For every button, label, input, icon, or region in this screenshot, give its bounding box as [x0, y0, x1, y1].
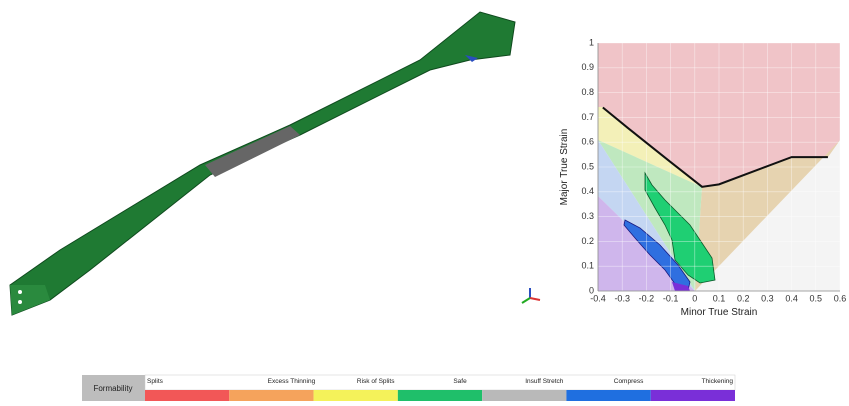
x-tick-label: 0.5: [810, 293, 823, 303]
x-tick-label: -0.2: [639, 293, 655, 303]
legend-swatch: [482, 390, 566, 401]
y-tick-label: 0.8: [581, 87, 594, 97]
x-tick-label: 0.4: [785, 293, 798, 303]
y-tick-label: 0.4: [581, 186, 594, 196]
page: {"fld": {"x_label": "Minor True Strain",…: [0, 0, 849, 401]
legend-label: Splits: [147, 378, 164, 385]
x-tick-label: 0.1: [713, 293, 726, 303]
legend-title: Formability: [93, 384, 132, 393]
y-tick-label: 0.7: [581, 112, 594, 122]
x-tick-label: -0.3: [614, 293, 630, 303]
y-tick-label: 0.3: [581, 211, 594, 221]
legend-label: Excess Thinning: [268, 378, 316, 385]
legend-label: Compress: [614, 378, 644, 385]
y-tick-label: 0: [589, 285, 594, 295]
axis-triad: [522, 288, 540, 303]
legend-label: Thickening: [702, 378, 734, 385]
y-tick-label: 0.5: [581, 161, 594, 171]
legend-swatch: [145, 390, 229, 401]
y-axis-label: Major True Strain: [559, 129, 570, 206]
x-axis-label: Minor True Strain: [681, 307, 758, 318]
y-tick-label: 0.9: [581, 62, 594, 72]
y-tick-label: 0.6: [581, 137, 594, 147]
fld-plot: [598, 43, 840, 291]
legend-swatch: [229, 390, 313, 401]
part-model: [10, 12, 515, 315]
legend-swatch: [566, 390, 650, 401]
screen: Minor True Strain Major True Strain Form…: [0, 0, 849, 401]
legend-label: Insuff Stretch: [525, 378, 564, 385]
x-tick-label: -0.1: [663, 293, 679, 303]
y-tick-label: 1: [589, 37, 594, 47]
y-tick-label: 0.1: [581, 261, 594, 271]
legend-label: Risk of Splits: [357, 378, 395, 385]
legend-swatch: [398, 390, 482, 401]
y-tick-label: 0.2: [581, 236, 594, 246]
x-tick-label: 0.3: [761, 293, 774, 303]
x-tick-label: 0: [692, 293, 697, 303]
x-tick-label: 0.6: [834, 293, 847, 303]
legend-label: Safe: [453, 378, 467, 385]
x-tick-label: 0.2: [737, 293, 750, 303]
legend-label-row: [145, 375, 735, 390]
legend-swatch: [314, 390, 398, 401]
legend-swatch: [651, 390, 735, 401]
